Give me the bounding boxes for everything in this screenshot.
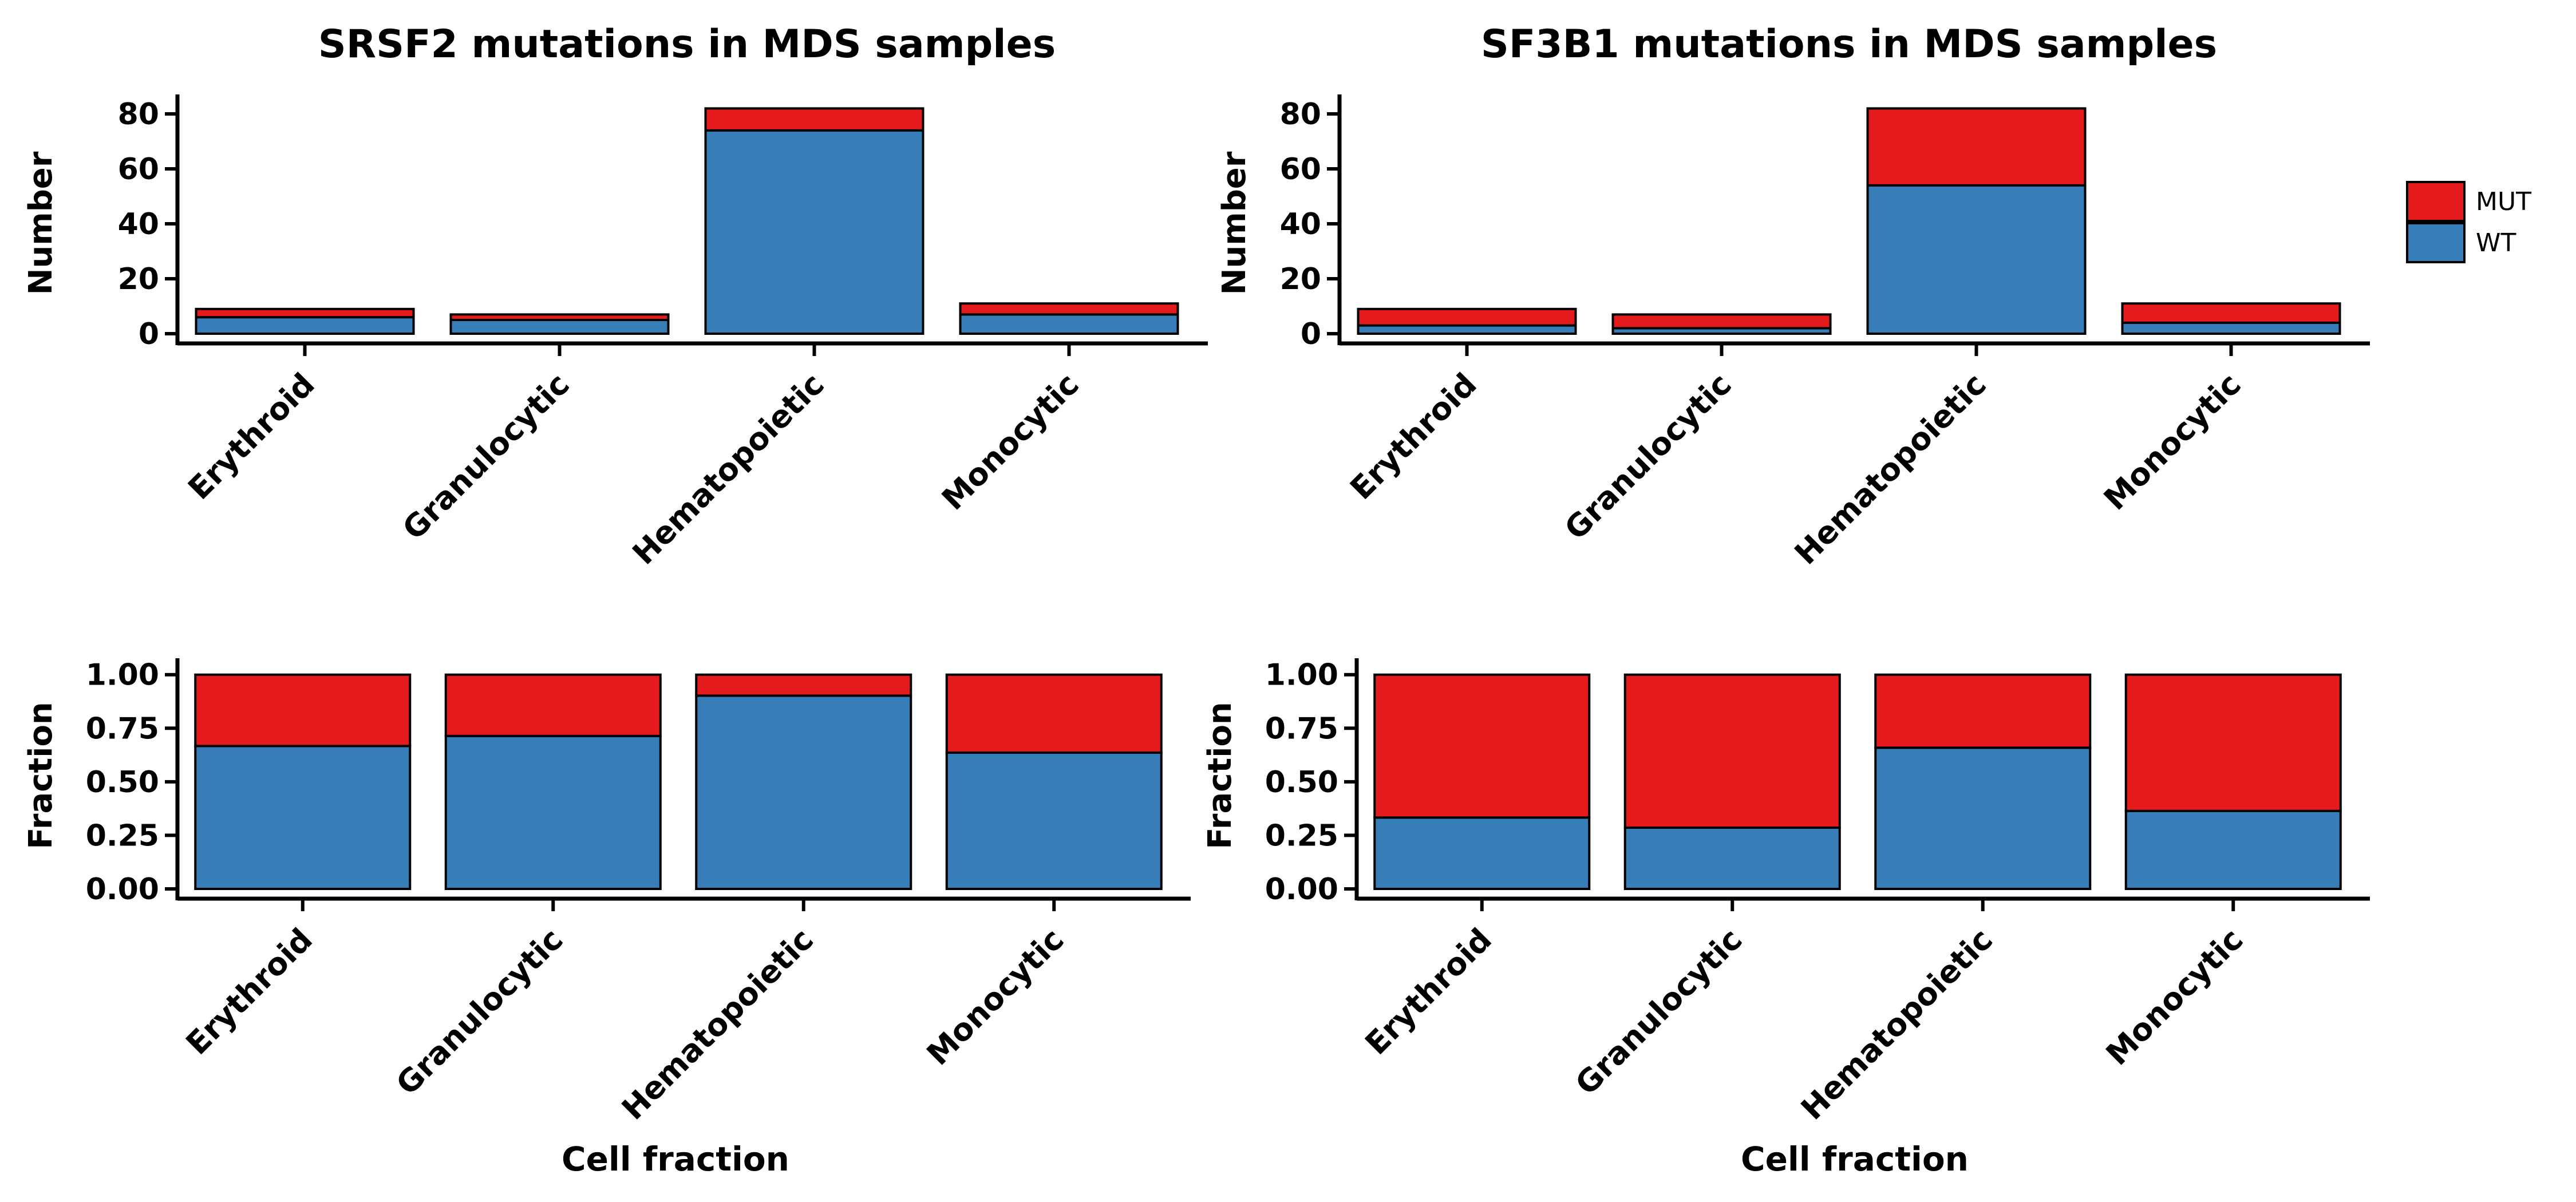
y-tick-label: 0.75 <box>1265 711 1338 746</box>
y-tick-label: 0.25 <box>86 819 159 853</box>
x-tick-label: Hematopoietic <box>615 922 820 1127</box>
bar-mut-granulocytic <box>1623 673 1841 829</box>
x-tick-label: Hematopoietic <box>1788 366 1993 572</box>
legend: MUT WT <box>2406 181 2531 263</box>
x-tick-label: Granulocytic <box>389 922 570 1102</box>
panel-3: Fraction Cell fraction 0.00 0.25 0.50 0.75 1.0… <box>22 658 1191 1179</box>
bar-wt-granulocytic <box>449 319 670 335</box>
bar-mut-granulocytic <box>449 313 670 322</box>
x-axis-label: Cell fraction <box>562 1140 789 1179</box>
x-tick-label: Erythroid <box>179 922 319 1062</box>
y-tick-label: 0.50 <box>1265 765 1338 800</box>
bar-wt-hematopoietic <box>704 129 924 335</box>
legend-swatch-wt <box>2406 222 2466 263</box>
bar-mut-granulocytic <box>444 673 662 737</box>
x-tick-label: Hematopoietic <box>626 366 831 572</box>
bar-mut-erythroid <box>194 673 412 748</box>
x-tick-label: Granulocytic <box>1568 922 1749 1102</box>
bar-wt-erythroid <box>195 316 415 335</box>
bar-wt-granulocytic <box>444 734 662 890</box>
bar-mut-granulocytic <box>1611 313 1832 330</box>
bar-wt-erythroid <box>1357 324 1577 335</box>
bar-mut-hematopoietic <box>1866 107 2087 187</box>
bar-wt-hematopoietic <box>695 694 912 890</box>
y-tick-label: 1.00 <box>86 658 159 693</box>
bar-mut-monocytic <box>959 302 1179 316</box>
y-tick-label: 60 <box>1280 152 1321 187</box>
y-tick-label: 20 <box>1280 262 1321 296</box>
y-tick-label: 40 <box>1280 207 1321 242</box>
chart-title: SF3B1 mutations in MDS samples <box>1481 22 2217 67</box>
x-tick-label: Granulocytic <box>1558 366 1739 547</box>
legend-swatch-mut <box>2406 181 2466 222</box>
y-tick-label: 40 <box>118 207 159 242</box>
y-tick-label: 80 <box>1280 97 1321 132</box>
y-tick-label: 0.00 <box>1265 872 1338 907</box>
x-tick-label: Hematopoietic <box>1794 922 2000 1127</box>
bar-wt-monocytic <box>2121 321 2341 335</box>
x-tick-label: Monocytic <box>2099 922 2250 1073</box>
y-tick-label: 0.25 <box>1265 819 1338 853</box>
bar-mut-erythroid <box>1373 673 1591 819</box>
x-tick-label: Monocytic <box>935 366 1086 517</box>
x-tick-label: Erythroid <box>1343 366 1483 507</box>
chart-title: SRSF2 mutations in MDS samples <box>318 22 1056 67</box>
x-tick-label: Monocytic <box>2097 366 2248 517</box>
legend-label-mut: MUT <box>2476 187 2531 216</box>
y-axis-label: Fraction <box>1202 702 1239 849</box>
y-tick-label: 20 <box>118 262 159 296</box>
x-tick-label: Erythroid <box>1358 922 1499 1062</box>
y-tick-label: 0.00 <box>86 872 159 907</box>
bar-wt-hematopoietic <box>1866 184 2087 335</box>
x-tick-label: Erythroid <box>181 366 321 507</box>
bar-mut-hematopoietic <box>1874 673 2092 749</box>
legend-label-wt: WT <box>2476 228 2516 258</box>
y-tick-label: 1.00 <box>1265 658 1338 693</box>
bar-wt-monocytic <box>945 751 1163 891</box>
bar-wt-erythroid <box>194 745 412 891</box>
y-tick-label: 80 <box>118 97 159 132</box>
y-tick-label: 0.75 <box>86 711 159 746</box>
panel-4: Fraction Cell fraction 0.00 0.25 0.50 0.75 1.0… <box>1202 658 2370 1179</box>
bar-wt-hematopoietic <box>1874 746 2092 890</box>
y-tick-label: 0.50 <box>86 765 159 800</box>
bar-wt-granulocytic <box>1623 826 1841 891</box>
panels: SRSF2 mutations in MDS samples Number 0 20 4… <box>22 22 2370 1179</box>
panel-2: SF3B1 mutations in MDS samples Number 0 20 4… <box>1216 22 2370 572</box>
y-axis-label: Number <box>1216 151 1253 295</box>
x-tick-label: Granulocytic <box>396 366 576 547</box>
bar-mut-erythroid <box>1357 307 1577 327</box>
bar-mut-monocytic <box>2124 673 2342 812</box>
bar-mut-erythroid <box>195 307 415 319</box>
y-tick-label: 0 <box>139 317 159 351</box>
y-tick-label: 0 <box>1301 317 1321 351</box>
bar-wt-monocytic <box>959 313 1179 335</box>
bar-wt-erythroid <box>1373 816 1591 891</box>
bar-mut-monocytic <box>945 673 1163 754</box>
x-tick-label: Monocytic <box>920 922 1071 1073</box>
bar-mut-monocytic <box>2121 302 2341 324</box>
y-axis-label: Number <box>22 151 60 295</box>
bar-wt-monocytic <box>2124 809 2342 891</box>
panel-1: SRSF2 mutations in MDS samples Number 0 20 4… <box>22 22 1208 572</box>
y-axis-label: Fraction <box>22 702 60 849</box>
y-tick-label: 60 <box>118 152 159 187</box>
x-axis-label: Cell fraction <box>1741 1140 1969 1179</box>
bar-mut-hematopoietic <box>695 673 912 697</box>
bar-mut-hematopoietic <box>704 107 924 132</box>
